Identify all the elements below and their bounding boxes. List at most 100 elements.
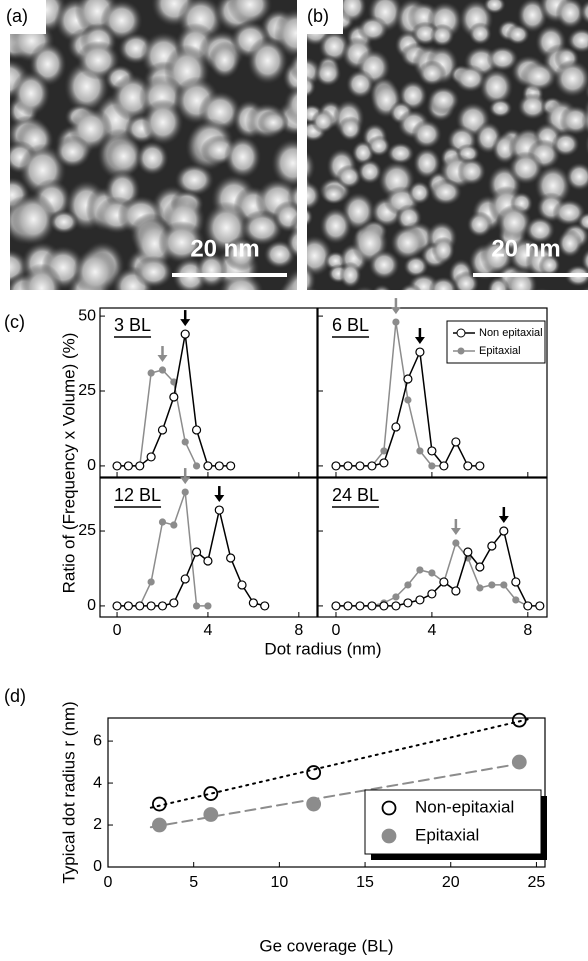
grain <box>559 104 588 136</box>
grain <box>134 255 174 289</box>
data-point <box>147 578 155 586</box>
image-label: (a) <box>6 6 28 26</box>
grain <box>532 287 551 290</box>
data-point <box>112 461 122 471</box>
grain <box>399 283 422 290</box>
peak-arrow-head <box>414 337 425 345</box>
grain <box>504 267 538 290</box>
panel-label: (d) <box>4 686 26 706</box>
plot-frame <box>317 307 548 478</box>
grain <box>580 285 588 290</box>
grain <box>581 107 588 135</box>
legend-box <box>364 789 542 855</box>
x-tick-label: 10 <box>270 874 288 891</box>
peak-arrow-head <box>390 307 401 315</box>
grain <box>10 192 57 246</box>
grain <box>141 99 184 146</box>
grain <box>386 142 415 165</box>
legend-marker <box>381 828 397 844</box>
grain <box>428 276 459 290</box>
x-tick-label: 0 <box>332 622 341 639</box>
data-point <box>237 580 247 590</box>
series-line <box>117 509 265 607</box>
grain <box>553 59 588 98</box>
grain <box>307 150 316 184</box>
data-point <box>169 392 179 402</box>
data-point <box>170 521 178 529</box>
data-point <box>355 461 365 471</box>
legend-box <box>446 320 546 364</box>
data-point <box>192 462 201 470</box>
grain <box>479 68 514 106</box>
data-point <box>157 425 168 435</box>
grain <box>505 23 530 46</box>
grain <box>345 69 375 99</box>
grain <box>48 209 79 235</box>
data-point <box>511 754 527 770</box>
peak-arrow-head <box>214 495 225 503</box>
data-point <box>169 598 179 608</box>
data-point <box>439 461 449 471</box>
grain <box>584 82 588 100</box>
data-point <box>180 329 190 339</box>
grain <box>174 163 215 197</box>
grain <box>508 151 544 185</box>
grain <box>53 135 92 169</box>
data-point <box>203 786 219 801</box>
grain <box>496 204 533 241</box>
legend-label: Non-epitaxial <box>415 797 514 816</box>
grain <box>135 140 169 176</box>
data-point <box>203 461 213 471</box>
data-point <box>379 458 389 468</box>
grain <box>522 289 530 290</box>
data-point <box>331 601 341 611</box>
x-tick-label: 8 <box>294 622 303 639</box>
grain <box>538 254 561 277</box>
data-point <box>226 553 236 563</box>
grain <box>367 135 391 157</box>
data-point <box>511 712 527 728</box>
data-point <box>535 601 545 611</box>
data-point <box>512 596 520 604</box>
grain <box>270 137 297 189</box>
grain <box>311 109 336 134</box>
y-tick-label: 6 <box>93 732 102 749</box>
grain <box>321 184 347 205</box>
data-point <box>180 574 190 584</box>
grain <box>227 0 273 26</box>
x-tick-label: 0 <box>113 622 122 639</box>
y-tick-label: 50 <box>78 307 96 324</box>
grain <box>466 211 493 238</box>
data-point <box>367 601 377 611</box>
data-point <box>203 807 219 822</box>
data-point <box>331 461 341 471</box>
data-point <box>306 796 322 812</box>
grain <box>427 85 460 115</box>
grain <box>368 249 400 281</box>
grain <box>314 60 342 87</box>
plot-frame <box>99 477 318 618</box>
plot-frame <box>99 307 318 478</box>
grain <box>307 263 317 290</box>
data-point <box>204 602 212 610</box>
data-point <box>152 817 167 833</box>
trendline <box>149 718 529 809</box>
data-point <box>487 541 497 551</box>
grain <box>195 251 228 289</box>
data-point <box>355 601 365 611</box>
grain <box>307 180 322 211</box>
grain <box>520 61 558 92</box>
panel-label: (c) <box>4 312 25 332</box>
grain <box>551 131 580 157</box>
grain <box>372 283 392 290</box>
grain <box>357 159 383 185</box>
legend-label: Non epitaxial <box>479 327 543 339</box>
grain <box>296 31 297 38</box>
data-point <box>500 581 508 589</box>
legend-label: Epitaxial <box>415 825 479 844</box>
grain <box>517 92 548 120</box>
grain <box>430 23 455 48</box>
data-point <box>391 422 401 432</box>
grain <box>411 119 443 150</box>
data-point <box>415 347 425 357</box>
